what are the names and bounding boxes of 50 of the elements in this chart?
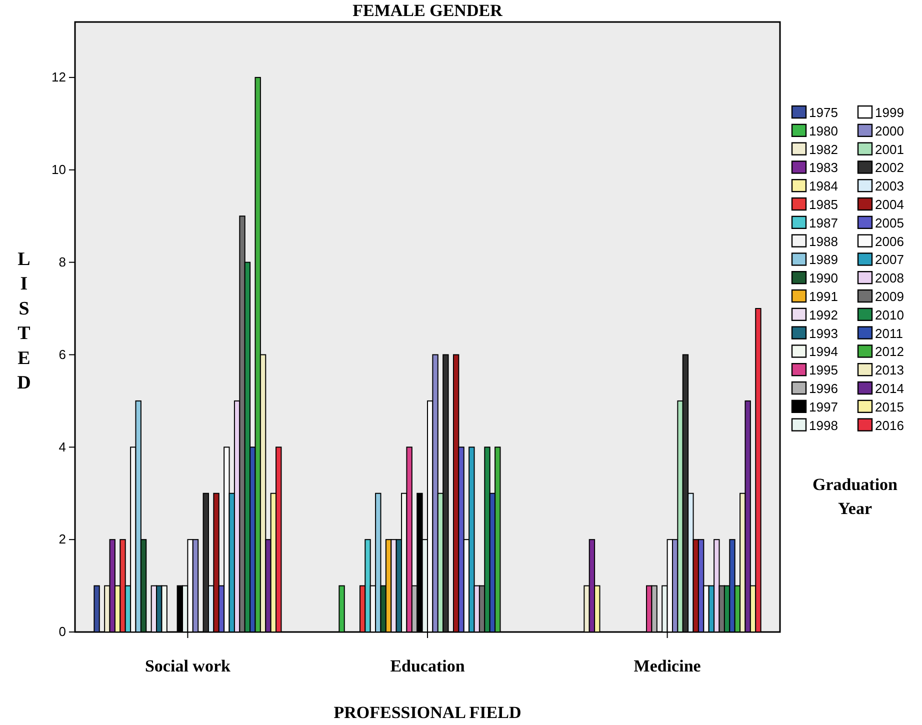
- legend-label: 2010: [875, 307, 904, 322]
- legend-label: 1998: [809, 418, 838, 433]
- legend-label: 1997: [809, 399, 838, 414]
- x-axis-title: PROFESSIONAL FIELD: [334, 703, 522, 722]
- legend-label: 1993: [809, 326, 838, 341]
- y-axis-title: LISTED: [17, 249, 31, 394]
- legend-label: 1988: [809, 234, 838, 249]
- legend-label: 1985: [809, 197, 838, 212]
- legend-label: 2003: [875, 178, 904, 194]
- legend-label: 2009: [875, 289, 904, 304]
- legend-label: 2016: [875, 418, 904, 433]
- legend-label: 1991: [809, 289, 838, 304]
- y-tick-label: 8: [58, 254, 66, 270]
- y-tick-label: 10: [52, 162, 66, 178]
- legend-label: 1999: [875, 105, 904, 120]
- legend-label: 1994: [809, 344, 838, 360]
- x-tick-label: Medicine: [634, 656, 702, 676]
- legend-label: 1983: [809, 160, 838, 176]
- legend-label: 1987: [809, 215, 838, 230]
- y-tick-label: 12: [52, 70, 66, 85]
- legend-label: 2013: [875, 362, 904, 378]
- legend-label: 1989: [809, 252, 838, 268]
- legend-label: 2015: [875, 399, 904, 414]
- legend-label: 2002: [875, 160, 904, 176]
- legend-label: 2012: [875, 344, 904, 360]
- y-tick-label: 2: [58, 532, 66, 547]
- x-tick-label: Education: [390, 656, 466, 676]
- legend-label: 1984: [809, 178, 838, 194]
- y-tick-label: 0: [58, 624, 66, 640]
- legend-label: 1982: [809, 142, 838, 157]
- legend-label: 2007: [875, 252, 904, 268]
- legend-label: 1992: [809, 307, 838, 322]
- y-tick-label: 4: [58, 439, 66, 454]
- legend-label: 2008: [875, 270, 904, 286]
- legend-label: 1996: [809, 381, 838, 396]
- y-tick-label: 6: [58, 346, 66, 362]
- legend-label: 1980: [809, 123, 838, 138]
- legend-label: 2011: [875, 326, 903, 341]
- chart-title: FEMALE GENDER: [352, 1, 504, 20]
- legend-label: 2005: [875, 215, 904, 230]
- legend-label: 2000: [875, 123, 904, 138]
- legend-label: 1975: [809, 105, 838, 120]
- legend-label: 1990: [809, 270, 838, 286]
- legend-label: 2004: [875, 197, 904, 212]
- legend-label: 2001: [875, 142, 904, 157]
- x-tick-label: Social work: [144, 656, 231, 676]
- legend-title: Graduation Year: [812, 475, 898, 518]
- legend-label: 2006: [875, 234, 904, 249]
- legend-label: 1995: [809, 362, 838, 378]
- legend-label: 2014: [875, 381, 904, 396]
